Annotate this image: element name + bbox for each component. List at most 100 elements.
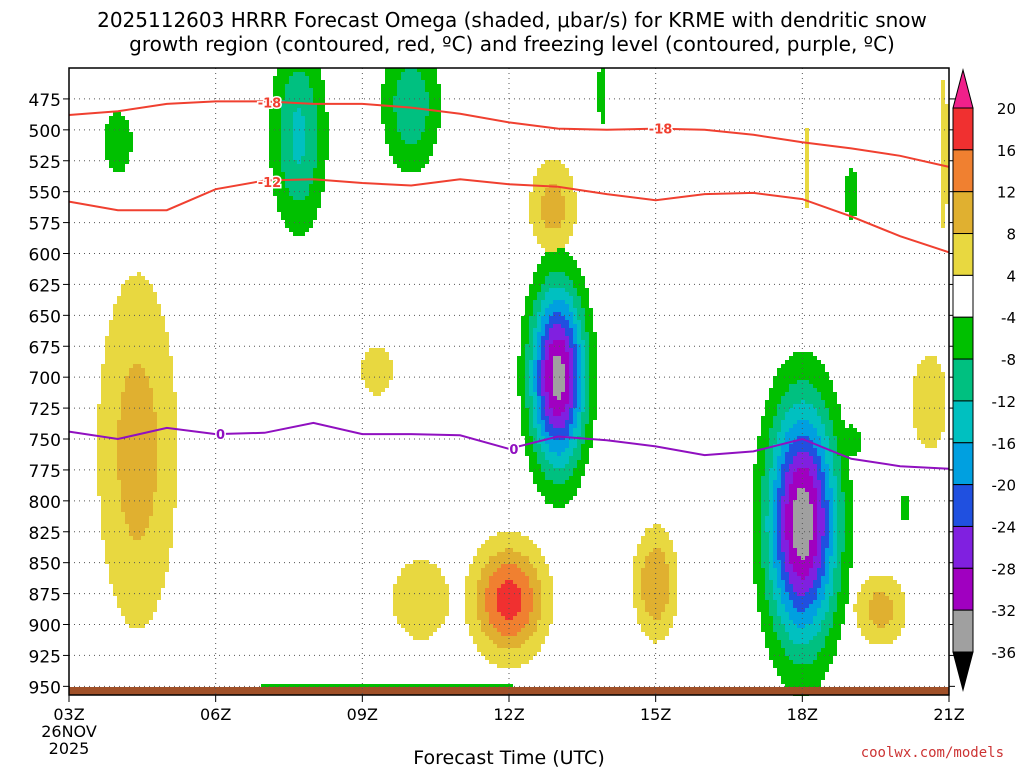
omega-cell — [137, 368, 141, 372]
omega-cell — [545, 340, 549, 344]
omega-cell — [425, 152, 429, 156]
omega-cell — [801, 536, 805, 540]
omega-cell — [533, 280, 537, 284]
omega-cell — [809, 484, 813, 488]
omega-cell — [321, 108, 325, 112]
omega-cell — [165, 444, 169, 448]
omega-cell — [841, 508, 845, 512]
omega-cell — [497, 556, 501, 560]
omega-cell — [117, 460, 121, 464]
omega-cell — [117, 372, 121, 376]
omega-cell — [913, 412, 917, 416]
omega-cell — [545, 192, 549, 196]
omega-cell — [769, 388, 773, 392]
omega-cell — [545, 332, 549, 336]
omega-cell — [137, 472, 141, 476]
omega-cell — [537, 284, 541, 288]
omega-cell — [165, 340, 169, 344]
omega-cell — [809, 472, 813, 476]
omega-cell — [397, 80, 401, 84]
omega-cell — [101, 472, 105, 476]
omega-cell — [585, 356, 589, 360]
omega-cell — [289, 80, 293, 84]
omega-cell — [573, 316, 577, 320]
omega-cell — [797, 512, 801, 516]
omega-cell — [841, 420, 845, 424]
omega-cell — [133, 324, 137, 328]
omega-cell — [149, 432, 153, 436]
omega-cell — [385, 100, 389, 104]
omega-cell — [569, 404, 573, 408]
omega-cell — [301, 176, 305, 180]
omega-cell — [101, 456, 105, 460]
omega-cell — [569, 492, 573, 496]
omega-cell — [105, 496, 109, 500]
omega-cell — [549, 196, 553, 200]
omega-cell — [317, 116, 321, 120]
omega-cell — [137, 540, 141, 544]
omega-cell — [305, 192, 309, 196]
omega-cell — [157, 332, 161, 336]
omega-cell — [109, 452, 113, 456]
omega-cell — [569, 384, 573, 388]
omega-cell — [521, 424, 525, 428]
omega-cell — [929, 420, 933, 424]
omega-cell — [105, 156, 109, 160]
omega-cell — [277, 80, 281, 84]
omega-cell — [377, 380, 381, 384]
omega-cell — [149, 444, 153, 448]
omega-cell — [941, 88, 945, 92]
omega-cell — [553, 416, 557, 420]
omega-cell — [825, 476, 829, 480]
omega-cell — [541, 212, 545, 216]
omega-cell — [801, 368, 805, 372]
omega-cell — [533, 388, 537, 392]
omega-cell — [801, 352, 805, 356]
omega-cell — [565, 204, 569, 208]
omega-cell — [157, 444, 161, 448]
omega-cell — [589, 444, 593, 448]
omega-cell — [941, 172, 945, 176]
omega-cell — [133, 448, 137, 452]
omega-cell — [289, 192, 293, 196]
omega-cell — [561, 488, 565, 492]
omega-cell — [933, 376, 937, 380]
omega-cell — [921, 360, 925, 364]
omega-cell — [117, 516, 121, 520]
omega-cell — [585, 348, 589, 352]
omega-cell — [577, 284, 581, 288]
omega-cell — [933, 360, 937, 364]
omega-cell — [113, 524, 117, 528]
omega-cell — [117, 136, 121, 140]
omega-cell — [557, 388, 561, 392]
omega-cell — [777, 376, 781, 380]
omega-cell — [929, 428, 933, 432]
omega-cell — [101, 500, 105, 504]
omega-cell — [557, 396, 561, 400]
omega-cell — [289, 108, 293, 112]
omega-cell — [557, 256, 561, 260]
omega-cell — [301, 100, 305, 104]
omega-cell — [373, 348, 377, 352]
omega-cell — [945, 172, 949, 176]
omega-cell — [565, 400, 569, 404]
omega-cell — [557, 300, 561, 304]
omega-cell — [557, 492, 561, 496]
omega-cell — [413, 88, 417, 92]
omega-cell — [941, 416, 945, 420]
omega-cell — [153, 520, 157, 524]
omega-cell — [165, 548, 169, 552]
omega-cell — [537, 472, 541, 476]
omega-cell — [805, 188, 809, 192]
omega-cell — [165, 476, 169, 480]
omega-cell — [125, 412, 129, 416]
omega-cell — [941, 408, 945, 412]
omega-cell — [421, 140, 425, 144]
omega-cell — [797, 428, 801, 432]
omega-cell — [553, 400, 557, 404]
omega-cell — [113, 476, 117, 480]
omega-cell — [505, 544, 509, 548]
omega-cell — [549, 460, 553, 464]
omega-cell — [809, 504, 813, 508]
omega-cell — [125, 364, 129, 368]
